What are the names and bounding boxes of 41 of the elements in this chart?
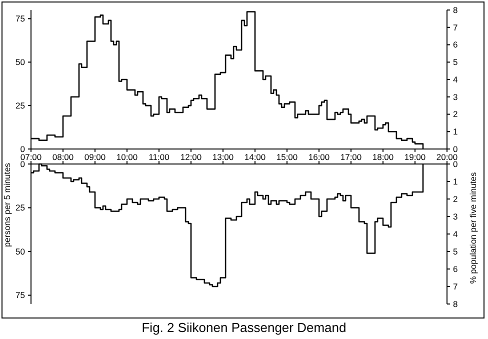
x-tick-label: 09:00 (84, 152, 106, 162)
x-tick-label: 14:00 (244, 152, 266, 162)
x-tick-label: 17:00 (340, 152, 362, 162)
x-tick-label: 11:00 (148, 152, 170, 162)
y2-tick-label: 3 (453, 92, 458, 102)
y-tick-label: 50 (16, 246, 26, 256)
x-tick-label: 13:00 (212, 152, 234, 162)
y-tick-label: 0 (20, 144, 26, 154)
y-tick-label: 75 (16, 14, 26, 24)
text: Fig. 2 Siikonen Passenger Demand (142, 320, 346, 335)
y2-axis-title: % population per five minutes (468, 172, 478, 284)
y-tick-label: 25 (16, 202, 26, 213)
x-tick-label: 15:00 (276, 152, 298, 162)
y2-tick-label: 4 (453, 74, 458, 84)
y2-tick-label: 7 (453, 281, 458, 292)
y-axis-title: persons per 5 minutes (2, 162, 12, 248)
x-tick-label: 12:00 (180, 152, 202, 162)
y2-tick-label: 6 (453, 264, 458, 274)
y2-tick-label: 0 (453, 144, 458, 154)
y2-tick-label: 6 (453, 40, 458, 50)
x-tick-label: 20:00 (436, 152, 458, 162)
y-tick-label: 50 (16, 57, 26, 68)
y2-tick-label: 5 (453, 246, 458, 256)
y-tick-label: 75 (16, 290, 26, 300)
y2-tick-label: 1 (453, 126, 458, 137)
y2-tick-label: 7 (453, 22, 458, 32)
y2-tick-label: 1 (453, 176, 458, 186)
x-tick-label: 08:00 (52, 152, 74, 162)
y2-tick-label: 5 (453, 57, 458, 68)
y-tick-label: 25 (16, 100, 26, 111)
x-tick-label: 10:00 (116, 152, 138, 162)
y2-tick-label: 4 (453, 228, 458, 239)
x-tick-label: 16:00 (308, 152, 330, 162)
x-tick-label: 19:00 (404, 152, 426, 162)
x-tick-label: 07:00 (20, 152, 42, 162)
x-tick-label: 18:00 (372, 152, 394, 162)
y2-tick-label: 2 (453, 109, 458, 120)
y2-tick-label: 3 (453, 211, 458, 222)
y2-tick-label: 8 (453, 298, 458, 309)
y2-tick-label: 8 (453, 4, 458, 15)
y2-tick-label: 2 (453, 194, 458, 204)
